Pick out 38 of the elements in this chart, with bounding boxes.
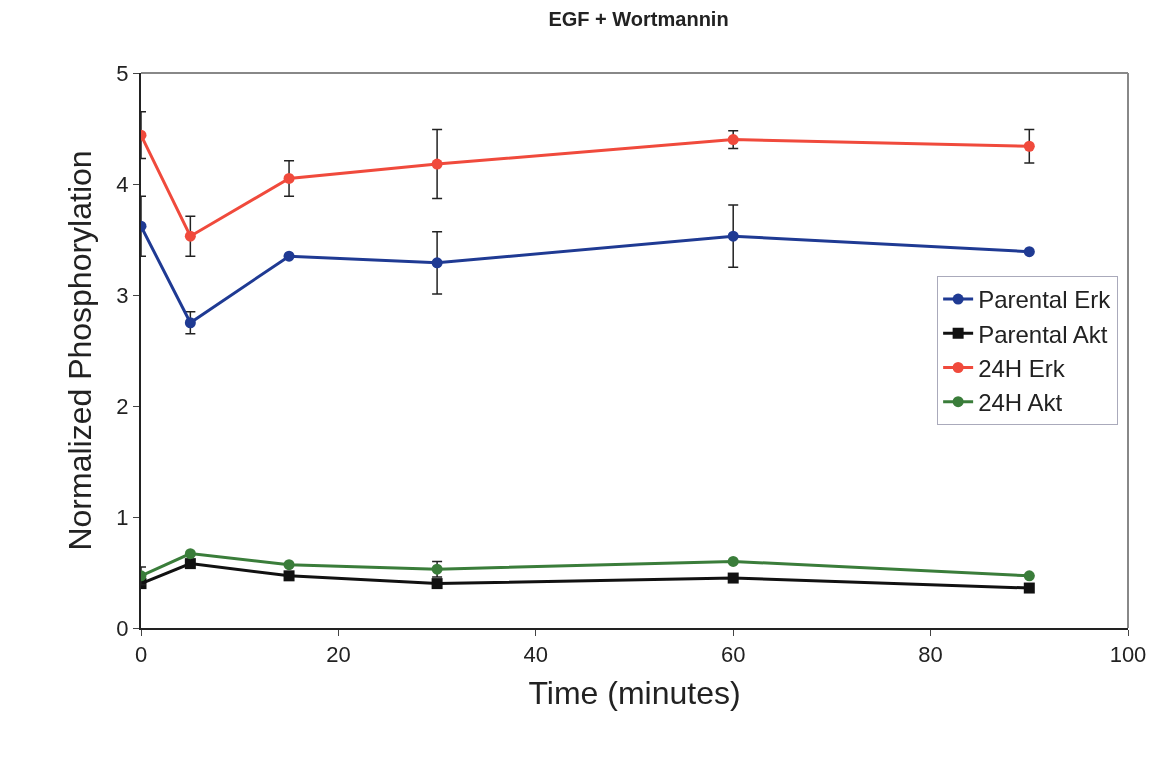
x-tick-label: 20 [326,642,351,668]
point [727,572,739,584]
point [184,230,196,242]
point [184,558,196,570]
point [283,250,295,262]
point [283,559,295,571]
point [431,578,443,590]
point [1023,570,1035,582]
y-tick-label: 3 [116,282,129,308]
legend-label: Parental Akt [978,320,1108,348]
legend-label: Parental Erk [978,286,1112,314]
y-axis-title: Normalized Phosphorylation [62,150,99,551]
x-tick-label: 0 [134,642,148,668]
point [283,172,295,184]
point [431,158,443,170]
y-tick-label: 0 [116,615,129,641]
point [727,555,739,567]
y-tick-label: 1 [116,504,129,530]
y-tick-label: 2 [116,393,129,419]
x-axis-title: Time (minutes) [528,674,741,711]
legend-label: 24H Erk [978,354,1066,382]
point [727,134,739,146]
point [184,317,196,329]
x-tick-label: 40 [523,642,549,668]
point [431,257,443,269]
point [727,230,739,242]
point [184,548,196,560]
x-tick-label: 80 [918,642,943,668]
point [283,570,295,582]
point [1023,246,1035,258]
x-tick-label: 100 [1109,642,1147,668]
legend-label: 24H Akt [978,389,1063,417]
y-tick-label: 5 [116,60,129,86]
chart-title: EGF + Wortmannin [548,7,729,30]
y-tick-label: 4 [116,171,129,197]
x-tick-label: 60 [720,642,746,668]
point [1023,140,1035,152]
point [1023,582,1035,594]
